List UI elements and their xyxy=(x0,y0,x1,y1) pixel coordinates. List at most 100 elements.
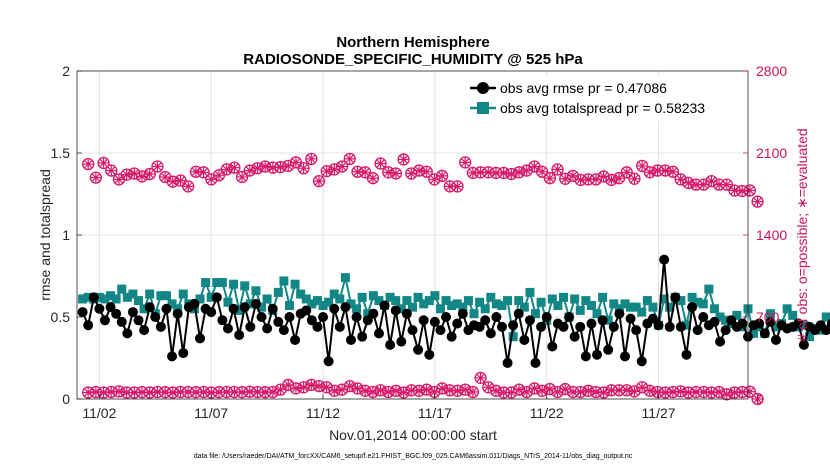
obs-low-point-evaluated xyxy=(545,384,555,394)
rmse-point xyxy=(687,302,698,313)
legend-spread-marker xyxy=(477,102,489,114)
totalspread-point xyxy=(229,279,239,289)
rmse-point xyxy=(457,308,468,319)
y-tick-label: 2 xyxy=(62,63,70,79)
rmse-point xyxy=(306,315,317,326)
obs-low-point-evaluated xyxy=(391,386,401,396)
rmse-point xyxy=(754,318,765,329)
obs-high-point-evaluated xyxy=(376,159,385,168)
rmse-point xyxy=(323,356,334,367)
rmse-point xyxy=(720,325,731,336)
rmse-point xyxy=(133,315,144,326)
obs-high-point-evaluated xyxy=(91,173,101,182)
obs-low-point-evaluated xyxy=(314,381,324,391)
rmse-point xyxy=(519,334,530,345)
obs-low-point-evaluated xyxy=(530,384,539,393)
totalspread-point xyxy=(749,328,759,338)
obs-high-point-evaluated xyxy=(183,182,193,191)
rmse-point xyxy=(726,315,737,326)
totalspread-point xyxy=(346,299,356,309)
totalspread-point xyxy=(782,304,792,314)
totalspread-point xyxy=(497,301,507,311)
obs-high-point-evaluated xyxy=(314,176,324,186)
obs-low-point-evaluated xyxy=(583,386,593,396)
obs-low-point-evaluated xyxy=(622,385,632,395)
rmse-point xyxy=(653,320,664,331)
rmse-point xyxy=(715,336,726,347)
totalspread-point xyxy=(463,296,473,306)
y2-axis-label: # of obs: o=possible; ∗=evaluated xyxy=(794,128,810,341)
legend-box xyxy=(470,75,742,121)
obs-high-point-evaluated xyxy=(553,165,562,174)
rmse-point xyxy=(239,302,250,313)
totalspread-point xyxy=(223,297,233,307)
rmse-point xyxy=(675,321,686,332)
totalspread-point xyxy=(167,299,177,309)
totalspread-point xyxy=(693,297,703,307)
obs-high-point-evaluated xyxy=(99,158,108,168)
rmse-point xyxy=(547,341,558,352)
totalspread-point xyxy=(413,292,423,302)
rmse-point xyxy=(670,292,681,303)
rmse-point xyxy=(105,302,116,313)
obs-low-point-evaluated xyxy=(753,394,762,404)
rmse-point xyxy=(111,308,122,319)
totalspread-point xyxy=(799,320,809,330)
rmse-point xyxy=(631,325,642,336)
totalspread-point xyxy=(458,302,468,312)
x-tick-label: 11/22 xyxy=(530,405,564,421)
totalspread-point xyxy=(531,309,541,319)
rmse-point xyxy=(245,321,256,332)
obs-high-point-evaluated xyxy=(622,168,632,177)
totalspread-point xyxy=(424,296,434,306)
rmse-series xyxy=(77,254,830,368)
totalspread-point xyxy=(145,289,155,299)
x-axis-ticks: 11/02 11/07 11/12 11/17 11/22 11/27 xyxy=(82,394,676,421)
totalspread-point xyxy=(536,297,546,307)
rmse-point xyxy=(206,307,217,318)
totalspread-point xyxy=(480,304,490,314)
rmse-point xyxy=(709,316,720,327)
totalspread-point xyxy=(765,309,775,319)
y2-tick-label: 700 xyxy=(756,309,780,325)
rmse-point xyxy=(826,318,830,329)
rmse-point xyxy=(485,328,496,339)
obs-high-point-evaluated xyxy=(260,162,270,171)
rmse-point xyxy=(452,318,463,329)
rmse-point xyxy=(99,315,110,326)
totalspread-point xyxy=(441,296,451,306)
y-tick-label: 1.5 xyxy=(51,145,71,161)
obs-high-point-evaluated xyxy=(637,161,647,171)
rmse-point xyxy=(407,325,418,336)
totalspread-point xyxy=(312,296,322,306)
obs-high-point-evaluated xyxy=(360,168,370,177)
totalspread-point xyxy=(206,292,216,302)
totalspread-point xyxy=(128,289,138,299)
totalspread-point xyxy=(122,292,132,302)
totalspread-point xyxy=(547,294,557,304)
rmse-point xyxy=(491,312,502,322)
legend-spread-label: obs avg totalspread pr = 0.58233 xyxy=(500,100,705,116)
totalspread-point xyxy=(525,287,535,297)
totalspread-point xyxy=(329,289,339,299)
rmse-point xyxy=(793,318,804,329)
rmse-point xyxy=(357,331,368,342)
rmse-point xyxy=(256,312,267,322)
data-file-footer: data file: /Users/raeder/DAI/ATM_forcXX/… xyxy=(194,453,633,460)
rmse-point xyxy=(122,328,133,339)
rmse-point xyxy=(659,254,670,265)
rmse-point xyxy=(625,313,636,324)
obs-high-point-evaluated xyxy=(753,197,762,206)
rmse-point xyxy=(603,344,614,355)
totalspread-point xyxy=(195,294,205,304)
totalspread-point xyxy=(111,294,121,304)
obs-high-point-evaluated xyxy=(291,158,301,167)
totalspread-point xyxy=(94,292,104,302)
totalspread-point xyxy=(581,296,591,306)
obs-low-point-evaluated xyxy=(353,384,362,393)
totalspread-point xyxy=(385,292,395,302)
totalspread-point xyxy=(609,299,619,309)
rmse-point xyxy=(424,349,435,360)
rmse-point xyxy=(798,339,809,350)
totalspread-point xyxy=(201,278,211,288)
